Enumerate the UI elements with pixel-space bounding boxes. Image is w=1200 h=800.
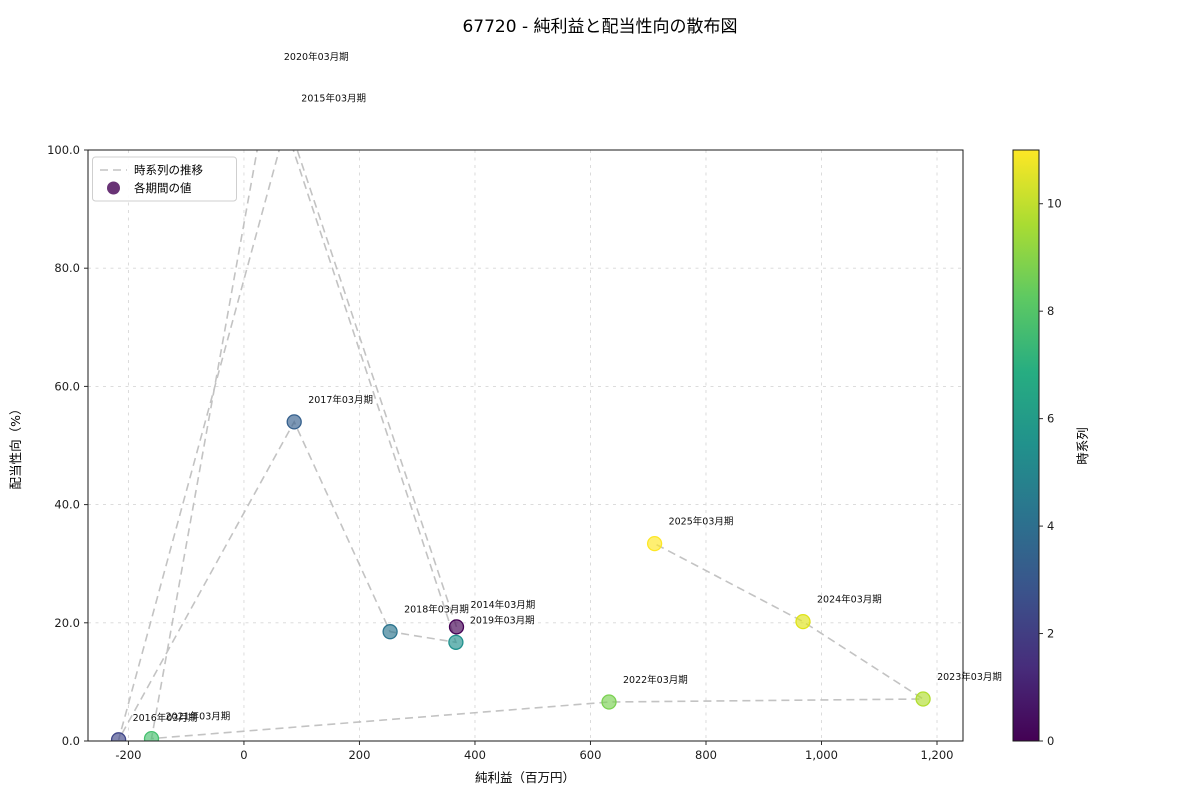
data-point-2016年03月期: [110, 732, 127, 741]
point-label: 2016年03月期: [133, 712, 198, 724]
chart-title: 67720 - 純利益と配当性向の散布図: [462, 17, 737, 37]
point-label: 2023年03月期: [937, 671, 1002, 683]
data-point-2023年03月期: [915, 691, 931, 707]
y-axis-label: 配当性向（%）: [8, 403, 23, 490]
data-point-2022年03月期: [601, 694, 617, 710]
y-tick-label: 20.0: [54, 616, 80, 630]
x-axis-label: 純利益（百万円）: [475, 770, 575, 785]
x-tick-label: 600: [579, 748, 601, 762]
plot-border: [87, 149, 964, 742]
legend-entry-line: 時系列の推移: [134, 163, 203, 177]
colorbar-gradient: [1013, 150, 1039, 741]
colorbar: 0 2 4 6 8 10 時系列: [1012, 149, 1090, 748]
grid: [88, 149, 963, 742]
time-series-line: [117, 150, 926, 741]
x-tick-label: 1,000: [805, 748, 838, 762]
x-tick-label: 1,200: [921, 748, 954, 762]
legend: 時系列の推移 各期間の値: [92, 156, 237, 202]
y-tick-label: 0.0: [62, 734, 80, 748]
data-point-2020年03月期: [263, 72, 277, 86]
colorbar-tick-label: 2: [1047, 627, 1054, 641]
legend-entry-marker: 各期間の値: [134, 181, 192, 195]
axis-ticks: -200 0 200 400 600 800 1,000 1,200 0.0 20.0 40.0 60…: [47, 143, 953, 762]
colorbar-tick-label: 10: [1047, 197, 1062, 211]
annotations-layer: 2014年03月期 2015年03月期 2016年03月期 2017年03月期 2018…: [133, 51, 1002, 724]
data-point-2018年03月期: [382, 624, 398, 640]
point-label: 2024年03月期: [817, 594, 882, 606]
point-label: 2017年03月期: [308, 394, 373, 406]
data-point-2024年03月期: [795, 613, 811, 630]
point-label: 2018年03月期: [404, 604, 469, 616]
colorbar-tick-label: 4: [1047, 519, 1054, 533]
x-tick-label: -200: [115, 748, 141, 762]
y-tick-label: 80.0: [54, 261, 80, 275]
colorbar-tick-label: 6: [1047, 412, 1054, 426]
x-tick-label: 0: [240, 748, 247, 762]
point-label: 2025年03月期: [669, 516, 734, 528]
colorbar-ticks: 0 2 4 6 8 10: [1039, 197, 1062, 748]
series-layer: [110, 72, 931, 741]
colorbar-label: 時系列: [1075, 427, 1090, 465]
point-label: 2021年03月期: [166, 711, 231, 723]
legend-box: [92, 156, 237, 202]
colorbar-tick-label: 8: [1047, 304, 1054, 318]
legend-marker-sample: [107, 181, 120, 195]
point-label: 2022年03月期: [623, 674, 688, 686]
data-point-2015年03月期: [280, 113, 294, 127]
y-tick-label: 40.0: [54, 498, 80, 512]
x-tick-label: 200: [348, 748, 370, 762]
data-point-2025年03月期: [646, 535, 663, 552]
point-label: 2015年03月期: [301, 92, 366, 104]
point-label: 2019年03月期: [470, 614, 535, 626]
x-tick-label: 400: [464, 748, 486, 762]
colorbar-border: [1012, 149, 1040, 742]
y-tick-label: 100.0: [47, 143, 80, 157]
x-tick-label: 800: [695, 748, 717, 762]
colorbar-tick-label: 0: [1047, 734, 1054, 748]
data-point-2014年03月期: [448, 619, 465, 635]
point-label: 2014年03月期: [471, 599, 536, 611]
data-point-2017年03月期: [286, 414, 302, 430]
point-label: 2020年03月期: [284, 51, 349, 63]
data-point-2019年03月期: [448, 634, 464, 650]
y-tick-label: 60.0: [54, 379, 80, 393]
data-point-2021年03月期: [143, 730, 160, 741]
